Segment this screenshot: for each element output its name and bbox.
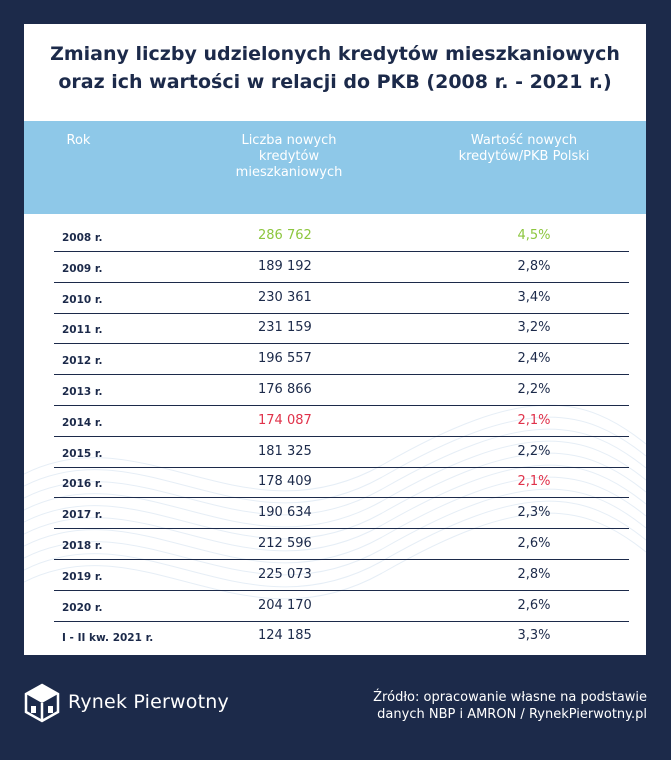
column-header-ratio-line-1: Wartość nowych xyxy=(470,133,578,148)
cell-year: 2010 r. xyxy=(62,293,103,306)
cell-count: 181 325 xyxy=(258,443,312,459)
cell-year: 2017 r. xyxy=(62,509,103,522)
cell-count: 225 073 xyxy=(258,566,312,582)
cell-count: 212 596 xyxy=(258,536,312,551)
cell-year: 2014 r. xyxy=(62,416,103,429)
cell-year: 2020 r. xyxy=(62,601,103,614)
cell-ratio: 2,4% xyxy=(517,351,551,367)
table-row: 2008 r. 286 762 4,5% xyxy=(54,221,629,252)
cell-count: 189 192 xyxy=(258,258,312,274)
column-header-ratio-line-2: kredytów/PKB Polski xyxy=(458,149,590,164)
cell-count: 174 087 xyxy=(258,412,312,428)
cell-ratio: 2,8% xyxy=(517,566,551,582)
column-header-year-line: Rok xyxy=(66,133,91,148)
table-row: 2009 r. 189 192 2,8% xyxy=(54,252,629,283)
cell-ratio: 3,2% xyxy=(517,320,551,336)
cell-year: 2019 r. xyxy=(62,570,103,583)
cell-ratio: 2,6% xyxy=(517,536,551,551)
brand-logo: Rynek Pierwotny xyxy=(24,683,244,723)
brand-name: Rynek Pierwotny xyxy=(68,691,229,713)
cell-year: 2008 r. xyxy=(62,232,103,244)
cell-year: 2015 r. xyxy=(62,447,103,460)
table-row: 2013 r. 176 866 2,2% xyxy=(54,375,629,406)
table-row: 2012 r. 196 557 2,4% xyxy=(54,344,629,376)
table-row: 2020 r. 204 170 2,6% xyxy=(54,591,629,622)
table-row: 2015 r. 181 325 2,2% xyxy=(54,437,629,468)
column-header-ratio: Wartość nowych kredytów/PKB Polski xyxy=(444,133,604,165)
chart-title: Zmiany liczby udzielonych kredytów miesz… xyxy=(24,40,646,96)
table-row: 2017 r. 190 634 2,3% xyxy=(54,498,629,530)
cell-ratio: 2,8% xyxy=(517,258,551,274)
table-row: 2010 r. 230 361 3,4% xyxy=(54,283,629,314)
cell-year: 2016 r. xyxy=(62,478,103,491)
table-header: Rok Liczba nowych kredytów mieszkaniowyc… xyxy=(24,121,646,214)
table-row: 2019 r. 225 073 2,8% xyxy=(54,560,629,591)
title-line-1: Zmiany liczby udzielonych kredytów miesz… xyxy=(50,43,620,65)
cell-year: 2009 r. xyxy=(62,262,103,275)
cell-year: 2012 r. xyxy=(62,355,103,368)
table-card: Zmiany liczby udzielonych kredytów miesz… xyxy=(24,24,646,655)
cell-year: 2013 r. xyxy=(62,386,103,398)
cell-count: 230 361 xyxy=(258,289,312,305)
source-line-2: danych NBP i AMRON / RynekPierwotny.pl xyxy=(377,707,647,722)
cell-ratio: 2,1% xyxy=(517,412,551,428)
table-row: I - II kw. 2021 r. 124 185 3,3% xyxy=(54,621,629,652)
table-row: 2011 r. 231 159 3,2% xyxy=(54,313,629,345)
source-line-1: Źródło: opracowanie własne na podstawie xyxy=(373,690,647,705)
column-header-count-line-2: kredytów xyxy=(258,149,320,164)
cell-ratio: 2,1% xyxy=(517,474,551,490)
table-row: 2014 r. 174 087 2,1% xyxy=(54,406,629,437)
cell-ratio: 2,6% xyxy=(517,597,551,613)
cell-ratio: 2,3% xyxy=(517,505,551,521)
cell-count: 196 557 xyxy=(258,351,312,367)
cell-count: 124 185 xyxy=(258,628,312,644)
source-note: Źródło: opracowanie własne na podstawie … xyxy=(327,689,647,723)
cell-count: 190 634 xyxy=(258,505,312,521)
cell-count: 231 159 xyxy=(258,320,312,336)
cell-count: 286 762 xyxy=(258,228,312,243)
cell-count: 204 170 xyxy=(258,597,312,613)
column-header-count-line-3: mieszkaniowych xyxy=(235,165,343,180)
cell-ratio: 2,2% xyxy=(517,382,551,397)
cell-ratio: 3,4% xyxy=(517,289,551,305)
cell-count: 176 866 xyxy=(258,382,312,397)
column-header-year: Rok xyxy=(36,133,121,149)
cell-ratio: 4,5% xyxy=(517,228,551,243)
cell-count: 178 409 xyxy=(258,474,312,490)
cell-year: I - II kw. 2021 r. xyxy=(62,632,154,645)
column-header-count: Liczba nowych kredytów mieszkaniowych xyxy=(229,133,349,181)
column-header-count-line-1: Liczba nowych xyxy=(241,133,337,148)
title-line-2: oraz ich wartości w relacji do PKB (2008… xyxy=(58,71,612,93)
cell-year: 2018 r. xyxy=(62,540,103,552)
background-waves xyxy=(24,404,646,600)
table-row: 2018 r. 212 596 2,6% xyxy=(54,529,629,560)
cell-ratio: 2,2% xyxy=(517,443,551,459)
cell-ratio: 3,3% xyxy=(517,628,551,644)
rynek-pierwotny-logo-icon xyxy=(24,683,60,723)
cell-year: 2011 r. xyxy=(62,324,103,337)
table-row: 2016 r. 178 409 2,1% xyxy=(54,467,629,499)
